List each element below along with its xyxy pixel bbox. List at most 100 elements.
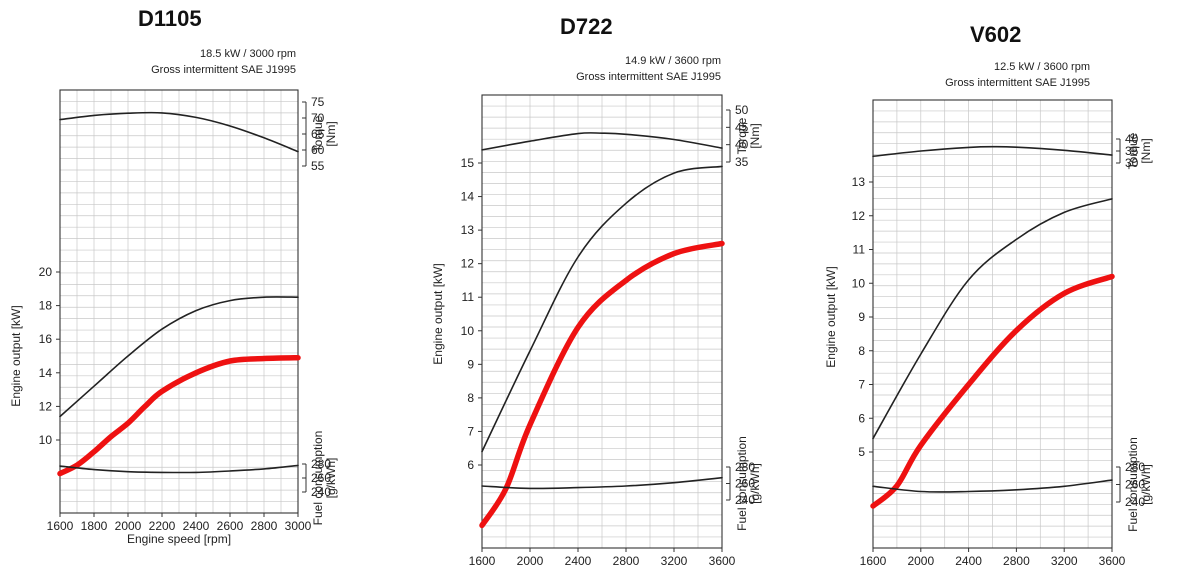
fuel-axis-label: [g/kWh] (324, 458, 338, 499)
fuel-curve (872, 479, 1113, 493)
torque-tick-label: 75 (311, 95, 325, 109)
torque-tick-label: 55 (311, 159, 325, 173)
fuel-tick-label: 240 (311, 485, 331, 499)
torque-tick-label: 40 (735, 138, 749, 152)
rating-standard-v602: Gross intermittent SAE J1995 (945, 77, 1090, 89)
fuel-tick-label: 260 (311, 471, 331, 485)
output-tick-label: 7 (467, 424, 474, 438)
torque-axis-label: Torque (1126, 132, 1140, 169)
output-tick-label: 10 (461, 324, 475, 338)
fuel-tick-label: 240 (1125, 495, 1145, 509)
output-axis-label: Engine output [kW] (431, 263, 445, 364)
x-tick-label: 1600 (469, 554, 496, 565)
plot-frame (481, 94, 723, 549)
output-curve (481, 165, 723, 453)
output-tick-label: 12 (461, 257, 475, 271)
torque-curve (59, 111, 299, 153)
x-tick-label: 2000 (907, 554, 934, 565)
torque-axis-label: [Nm] (1139, 138, 1153, 163)
torque-tick-label: 70 (311, 111, 325, 125)
output-tick-label: 14 (39, 366, 53, 380)
chart-1: 160020002400280032003600Engine speed [rp… (431, 94, 762, 565)
rating-standard-d722: Gross intermittent SAE J1995 (576, 71, 721, 83)
x-tick-label: 2200 (149, 519, 176, 533)
fuel-tick-label: 280 (1125, 460, 1145, 474)
grid (873, 100, 1112, 548)
output-tick-label: 14 (461, 190, 475, 204)
x-tick-label: 2800 (613, 554, 640, 565)
x-tick-label: 2600 (217, 519, 244, 533)
output-tick-label: 13 (852, 175, 866, 189)
torque-tick-label: 35 (1125, 144, 1139, 158)
output-tick-label: 9 (467, 357, 474, 371)
torque-tick-label: 65 (311, 127, 325, 141)
torque-tick-label: 60 (311, 143, 325, 157)
fuel-axis-label: Fuel consumption (735, 436, 749, 531)
output-tick-label: 5 (858, 445, 865, 459)
torque-curve (872, 145, 1113, 158)
x-tick-label: 3000 (285, 519, 312, 533)
x-tick-label: 3200 (1051, 554, 1078, 565)
torque-axis-label: [Nm] (748, 123, 762, 148)
plot-frame (59, 89, 299, 514)
fuel-axis-label: [g/kWh] (748, 463, 762, 504)
torque-axis-label: [Nm] (324, 121, 338, 146)
output-tick-label: 16 (39, 332, 53, 346)
fuel-tick-label: 240 (735, 493, 755, 507)
output-tick-label: 6 (467, 458, 474, 472)
output-curve (872, 198, 1113, 440)
fuel-tick-label: 260 (735, 477, 755, 491)
torque-tick-label: 35 (735, 155, 749, 169)
grid (60, 90, 298, 513)
torque-tick-label: 40 (1125, 132, 1139, 146)
chart-title-d722: D722 (560, 14, 613, 39)
torque-axis-label: Torque (311, 115, 325, 152)
x-tick-label: 2000 (115, 519, 142, 533)
x-tick-label: 3600 (709, 554, 736, 565)
output-curve (59, 296, 299, 418)
x-tick-label: 2000 (517, 554, 544, 565)
output-tick-label: 15 (461, 156, 475, 170)
rating-line-d722: 14.9 kW / 3600 rpm (625, 55, 721, 67)
fuel-axis-label: Fuel consumption (1126, 437, 1140, 532)
output-axis-label: Engine output [kW] (824, 266, 838, 367)
x-tick-label: 2400 (183, 519, 210, 533)
output-tick-label: 7 (858, 378, 865, 392)
x-tick-label: 2400 (955, 554, 982, 565)
fuel-curve (481, 476, 723, 490)
x-tick-label: 1800 (81, 519, 108, 533)
x-tick-label: 1600 (47, 519, 74, 533)
output-tick-label: 13 (461, 223, 475, 237)
chart-2: 160020002400280032003600Engine speed [rp… (824, 99, 1153, 565)
fuel-axis-label: [g/kWh] (1139, 464, 1153, 505)
fuel-tick-label: 260 (1125, 478, 1145, 492)
grid (482, 95, 722, 548)
output-tick-label: 12 (39, 399, 53, 413)
torque-tick-label: 50 (735, 103, 749, 117)
chart-title-v602: V602 (970, 22, 1022, 47)
x-tick-label: 3200 (661, 554, 688, 565)
highlight-output-curve (870, 273, 1115, 509)
x-tick-label: 3600 (1099, 554, 1126, 565)
output-tick-label: 20 (39, 265, 53, 279)
output-tick-label: 10 (852, 276, 866, 290)
torque-tick-label: 30 (1125, 156, 1139, 170)
output-tick-label: 11 (853, 243, 866, 257)
x-tick-label: 2400 (565, 554, 592, 565)
chart-0: 1600 1800 2000 2200 2400 2600 2800 3000 Engine s… (9, 89, 338, 546)
output-tick-label: 12 (852, 209, 866, 223)
fuel-curve (59, 464, 299, 474)
output-tick-label: 10 (39, 433, 53, 447)
output-tick-label: 9 (858, 310, 865, 324)
fuel-tick-label: 280 (735, 460, 755, 474)
output-tick-label: 18 (39, 299, 53, 313)
output-axis-label: Engine output [kW] (9, 305, 23, 406)
highlight-output-curve (57, 354, 301, 477)
output-tick-label: 6 (858, 411, 865, 425)
rating-line-v602: 12.5 kW / 3600 rpm (994, 61, 1090, 73)
fuel-tick-label: 280 (311, 457, 331, 471)
output-tick-label: 8 (467, 391, 474, 405)
highlight-output-curve (479, 240, 725, 529)
fuel-axis-label: Fuel consumption (311, 431, 325, 526)
